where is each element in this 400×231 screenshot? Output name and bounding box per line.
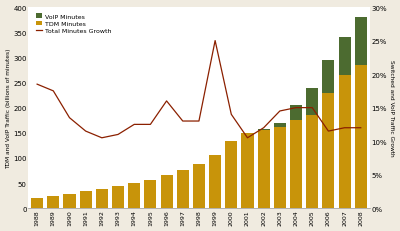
Total Minutes Growth xyxy=(245,137,250,140)
Bar xyxy=(355,18,367,66)
Bar xyxy=(322,93,334,208)
Legend: VoIP Minutes, TDM Minutes, Total Minutes Growth: VoIP Minutes, TDM Minutes, Total Minutes… xyxy=(35,13,112,35)
Bar xyxy=(274,123,286,127)
Total Minutes Growth xyxy=(35,83,40,86)
Total Minutes Growth xyxy=(294,107,298,109)
Total Minutes Growth xyxy=(278,110,282,113)
Bar xyxy=(209,156,221,208)
Total Minutes Growth xyxy=(67,117,72,120)
Bar xyxy=(242,133,254,208)
Bar xyxy=(338,38,351,76)
Bar xyxy=(225,142,237,208)
Total Minutes Growth xyxy=(358,127,363,130)
Total Minutes Growth xyxy=(196,120,201,123)
Bar xyxy=(322,61,334,93)
Total Minutes Growth xyxy=(164,100,169,103)
Total Minutes Growth xyxy=(180,120,185,123)
Bar xyxy=(64,194,76,208)
Bar xyxy=(112,186,124,208)
Bar xyxy=(290,106,302,121)
Bar xyxy=(193,165,205,208)
Bar xyxy=(47,196,59,208)
Total Minutes Growth xyxy=(100,137,104,140)
Y-axis label: Switched and VoIP Traffic Growth: Switched and VoIP Traffic Growth xyxy=(390,60,394,156)
Bar xyxy=(258,130,270,131)
Total Minutes Growth xyxy=(213,40,218,43)
Bar xyxy=(80,191,92,208)
Bar xyxy=(128,183,140,208)
Bar xyxy=(160,176,173,208)
Bar xyxy=(355,66,367,208)
Total Minutes Growth xyxy=(342,127,347,130)
Total Minutes Growth xyxy=(261,127,266,130)
Total Minutes Growth xyxy=(83,130,88,133)
Bar xyxy=(144,180,156,208)
Total Minutes Growth xyxy=(132,123,137,126)
Bar xyxy=(96,189,108,208)
Total Minutes Growth xyxy=(116,134,120,136)
Total Minutes Growth xyxy=(310,107,315,109)
Bar xyxy=(177,171,189,208)
Y-axis label: TDM and VoIP Traffic (billions of minutes): TDM and VoIP Traffic (billions of minute… xyxy=(6,48,10,168)
Bar xyxy=(274,127,286,208)
Bar xyxy=(306,88,318,116)
Bar xyxy=(306,116,318,208)
Total Minutes Growth xyxy=(51,90,56,93)
Bar xyxy=(290,121,302,208)
Total Minutes Growth xyxy=(148,123,153,126)
Line: Total Minutes Growth: Total Minutes Growth xyxy=(37,41,361,138)
Total Minutes Growth xyxy=(326,130,331,133)
Bar xyxy=(258,131,270,208)
Bar xyxy=(338,76,351,208)
Total Minutes Growth xyxy=(229,113,234,116)
Bar xyxy=(31,198,43,208)
